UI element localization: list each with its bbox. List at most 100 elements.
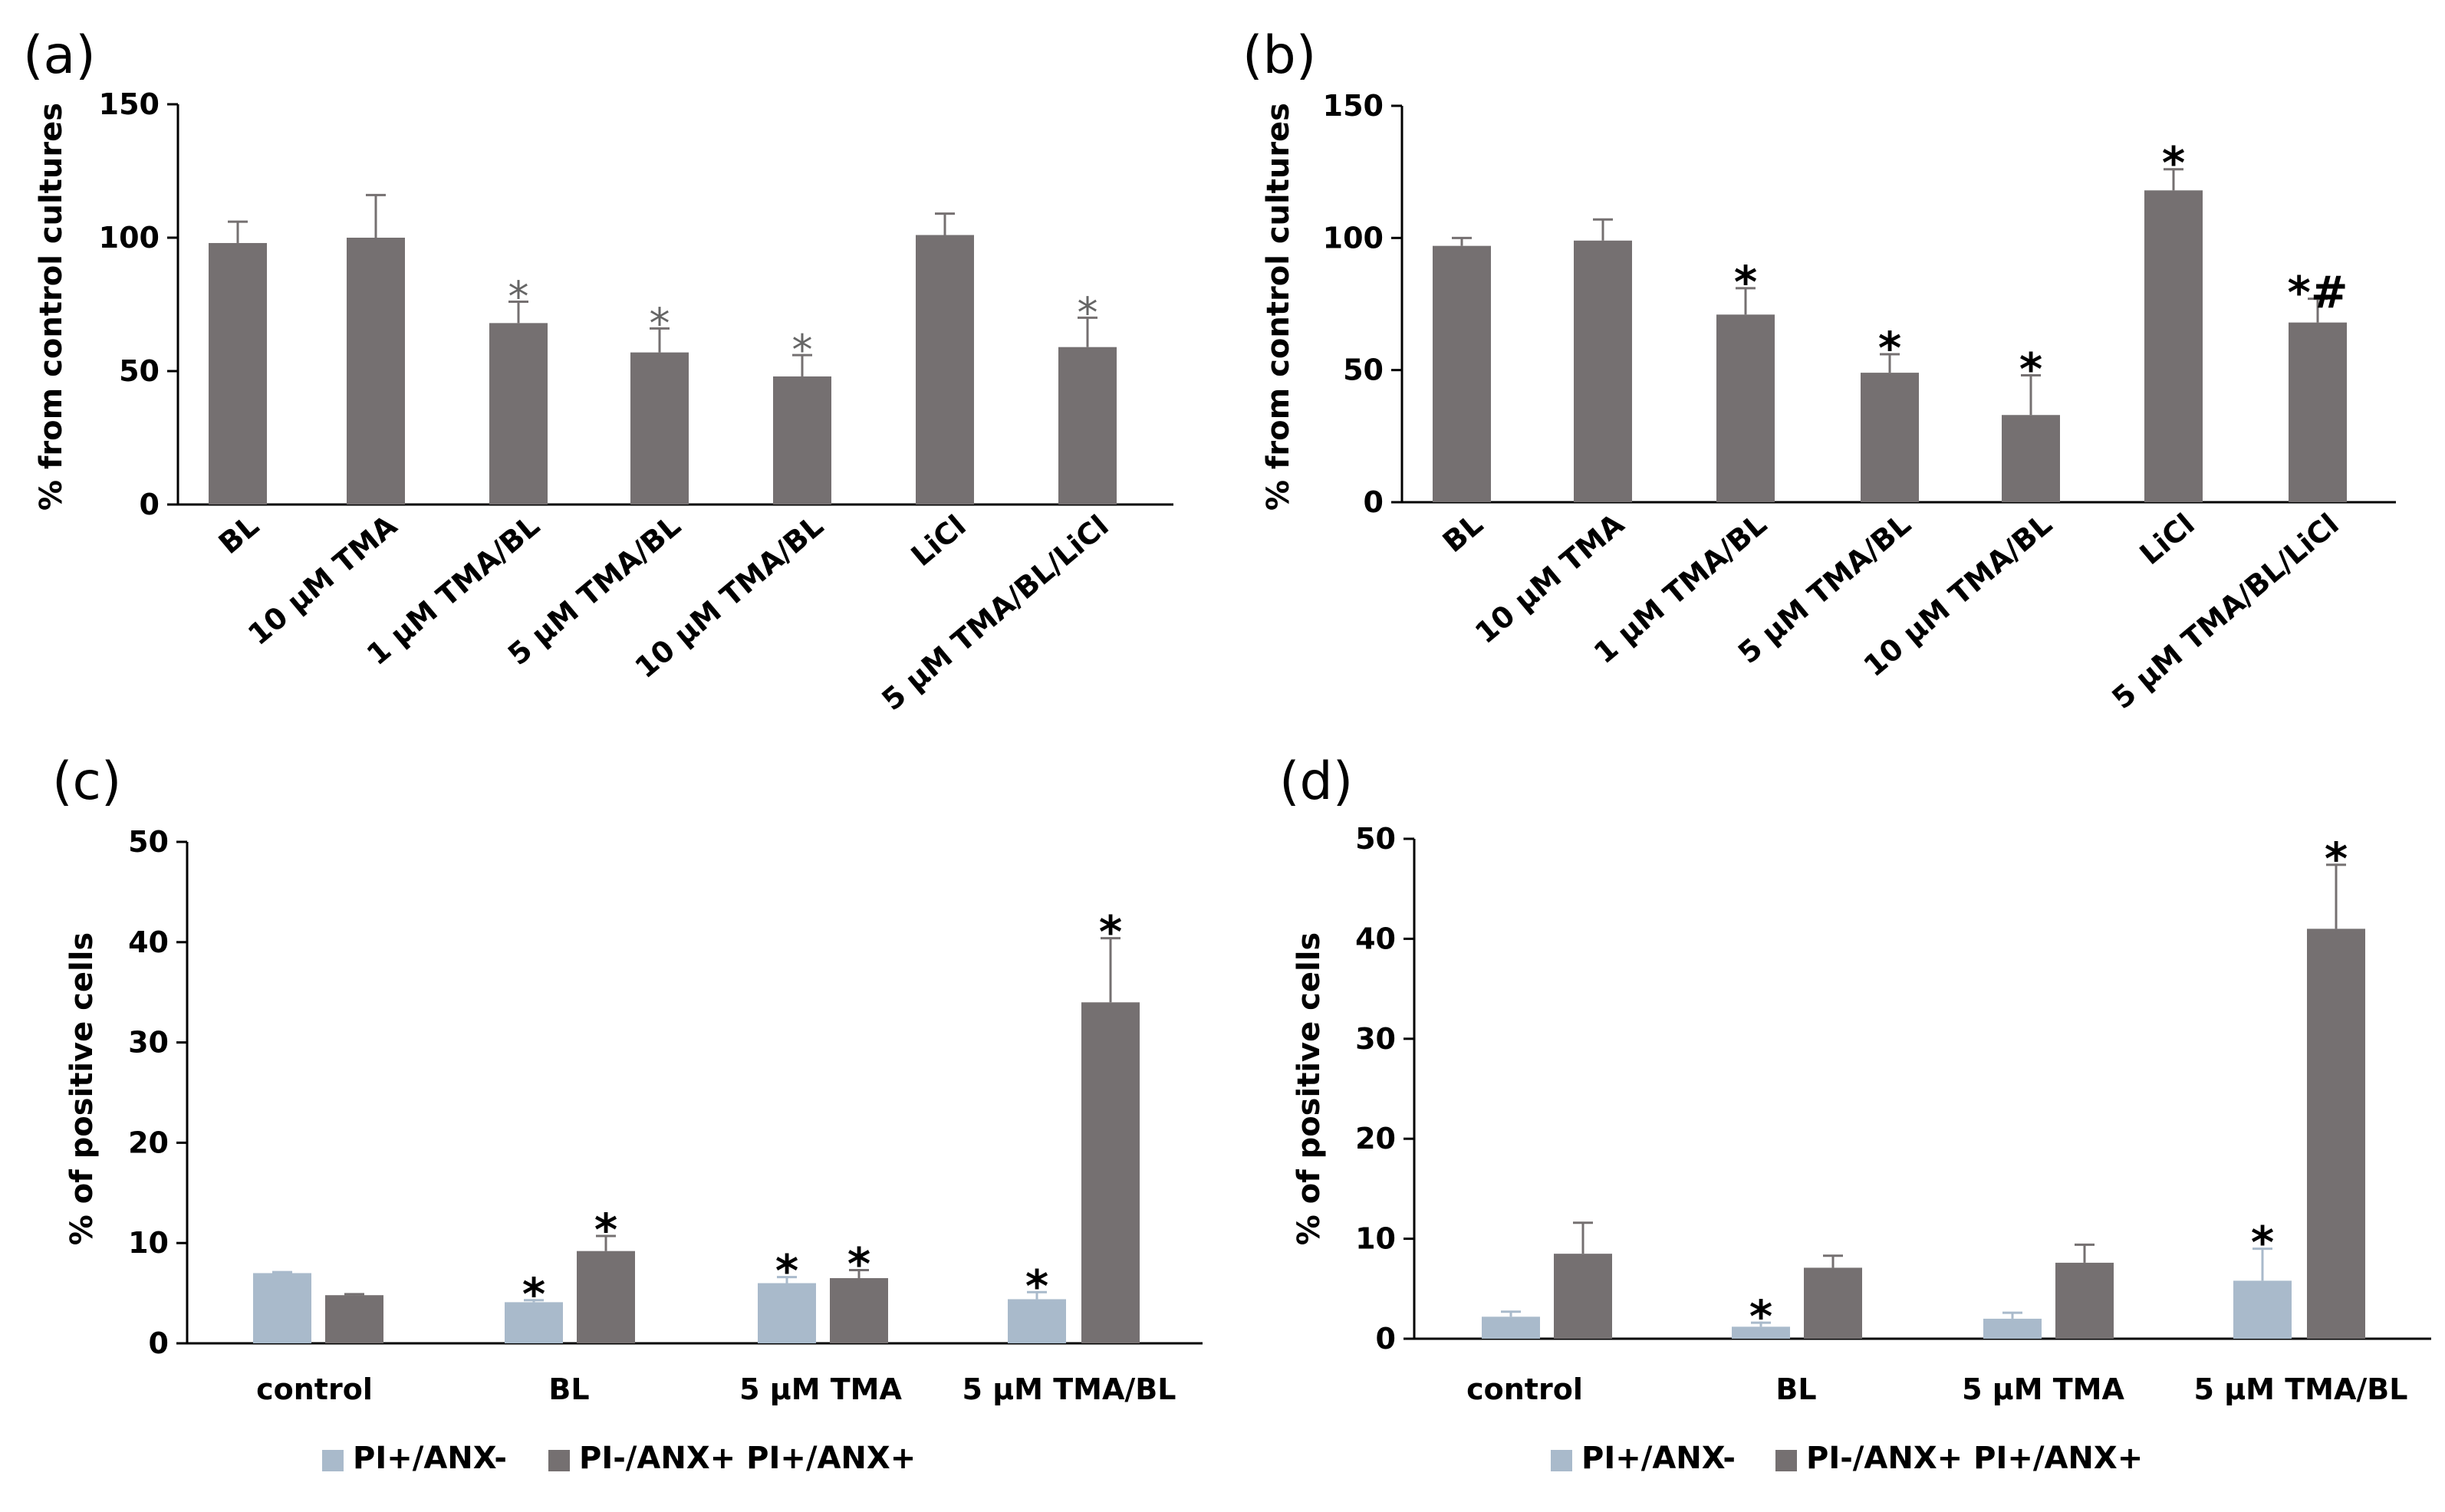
bar <box>347 238 405 505</box>
y-tick-label: 50 <box>119 354 160 388</box>
y-tick-label: 0 <box>149 1326 169 1360</box>
panel-label: (c) <box>52 751 121 812</box>
bar <box>253 1273 311 1343</box>
y-axis-title: % of positive cells <box>1292 932 1327 1245</box>
legend-swatch <box>548 1450 570 1471</box>
y-tick-label: 50 <box>128 825 169 859</box>
bar <box>1058 347 1117 505</box>
x-tick-label: LiCl <box>905 508 972 573</box>
panel-label: (b) <box>1242 25 1316 86</box>
x-tick-label: 5 μM TMA/BL <box>2194 1372 2408 1406</box>
bar <box>1983 1318 2042 1339</box>
y-tick-label: 20 <box>128 1126 169 1159</box>
bar <box>773 376 831 505</box>
significance-marker: * <box>1099 906 1122 958</box>
bar <box>1482 1316 1540 1339</box>
chart-panel-c: (c) 0 10 20 30 40 50 % of positive cells * * * * * * c… <box>52 751 1203 1476</box>
y-tick-label: 10 <box>1355 1222 1396 1256</box>
bar <box>916 235 974 505</box>
significance-marker: * <box>775 1245 798 1297</box>
bar <box>2289 322 2347 502</box>
y-tick-label: 10 <box>128 1226 169 1260</box>
significance-marker: * <box>1734 256 1757 308</box>
bar <box>1008 1299 1066 1343</box>
bar <box>2002 415 2060 502</box>
significance-marker: * <box>1025 1260 1048 1312</box>
significance-marker: * <box>650 299 670 347</box>
significance-marker: * <box>1078 288 1098 337</box>
y-axis-title: % from control cultures <box>34 103 69 511</box>
y-tick-label: 100 <box>1323 221 1384 255</box>
significance-marker: * <box>2019 343 2042 396</box>
bar <box>2307 929 2365 1339</box>
bar <box>325 1295 383 1343</box>
bar <box>630 352 689 505</box>
y-tick-label: 0 <box>140 488 160 521</box>
significance-marker: * <box>2251 1217 2274 1269</box>
bar <box>1081 1002 1140 1343</box>
x-tick-label: BL <box>212 508 265 560</box>
legend-swatch <box>1551 1450 1572 1471</box>
bar <box>830 1277 888 1343</box>
panel-label: (a) <box>23 25 96 86</box>
significance-marker: * <box>792 326 813 374</box>
x-tick-label: LiCl <box>2134 507 2201 571</box>
legend-label: PI-/ANX+ PI+/ANX+ <box>579 1441 916 1476</box>
legend-label: PI-/ANX+ PI+/ANX+ <box>1806 1441 2143 1476</box>
bar <box>2233 1280 2292 1339</box>
y-tick-label: 30 <box>128 1026 169 1060</box>
y-tick-label: 30 <box>1355 1022 1396 1056</box>
y-tick-label: 0 <box>1364 485 1384 519</box>
bar <box>2144 190 2203 502</box>
significance-marker: *# <box>2288 267 2348 319</box>
bar <box>1433 245 1491 502</box>
significance-marker: * <box>847 1238 870 1290</box>
bar <box>758 1283 816 1343</box>
significance-marker: * <box>508 273 529 321</box>
bar <box>1732 1326 1790 1339</box>
x-tick-label: control <box>256 1372 373 1406</box>
significance-marker: * <box>522 1268 545 1320</box>
x-tick-label: 5 μM TMA/BL/LiCl <box>875 508 1114 717</box>
x-tick-label: BL <box>548 1372 589 1406</box>
chart-panel-b: (b) 0 50 100 150 % from control cultures * * * * *… <box>1242 25 2396 715</box>
chart-panel-a: (a) 0 50 100 150 % from control cultures * * * * B… <box>23 25 1173 717</box>
x-tick-label: 5 μM TMA <box>1962 1372 2124 1406</box>
bar <box>2055 1262 2114 1339</box>
y-axis-title: % of positive cells <box>64 932 100 1245</box>
legend-label: PI+/ANX- <box>1581 1441 1736 1476</box>
bar <box>1804 1267 1862 1339</box>
bar <box>489 323 548 505</box>
significance-marker: * <box>1749 1290 1772 1343</box>
y-tick-label: 150 <box>99 87 160 121</box>
y-tick-label: 150 <box>1323 89 1384 123</box>
chart-panel-d: (d) 0 10 20 30 40 50 % of positive cells * * * cont… <box>1279 751 2431 1476</box>
x-tick-label: control <box>1466 1372 1583 1406</box>
significance-marker: * <box>594 1204 617 1256</box>
bar <box>1861 373 1919 502</box>
bar <box>1716 314 1775 502</box>
x-tick-label: BL <box>1775 1372 1816 1406</box>
bar <box>1574 240 1632 502</box>
y-tick-label: 100 <box>99 221 160 255</box>
y-axis-title: % from control cultures <box>1261 103 1296 511</box>
y-tick-label: 40 <box>128 925 169 959</box>
x-tick-label: BL <box>1436 507 1489 559</box>
legend-label: PI+/ANX- <box>353 1441 507 1476</box>
panel-label: (d) <box>1279 751 1353 812</box>
bar <box>505 1302 563 1343</box>
legend-swatch <box>322 1450 344 1471</box>
y-tick-label: 50 <box>1343 353 1384 387</box>
significance-marker: * <box>2325 833 2348 885</box>
bar <box>209 242 267 505</box>
y-tick-label: 0 <box>1376 1322 1396 1356</box>
bar <box>577 1251 635 1343</box>
x-tick-label: 5 μM TMA/BL <box>963 1372 1176 1406</box>
bar <box>1554 1254 1612 1339</box>
y-tick-label: 20 <box>1355 1122 1396 1155</box>
y-tick-label: 40 <box>1355 922 1396 955</box>
x-tick-label: 5 μM TMA <box>739 1372 902 1406</box>
significance-marker: * <box>2162 137 2185 189</box>
significance-marker: * <box>1878 322 1901 374</box>
